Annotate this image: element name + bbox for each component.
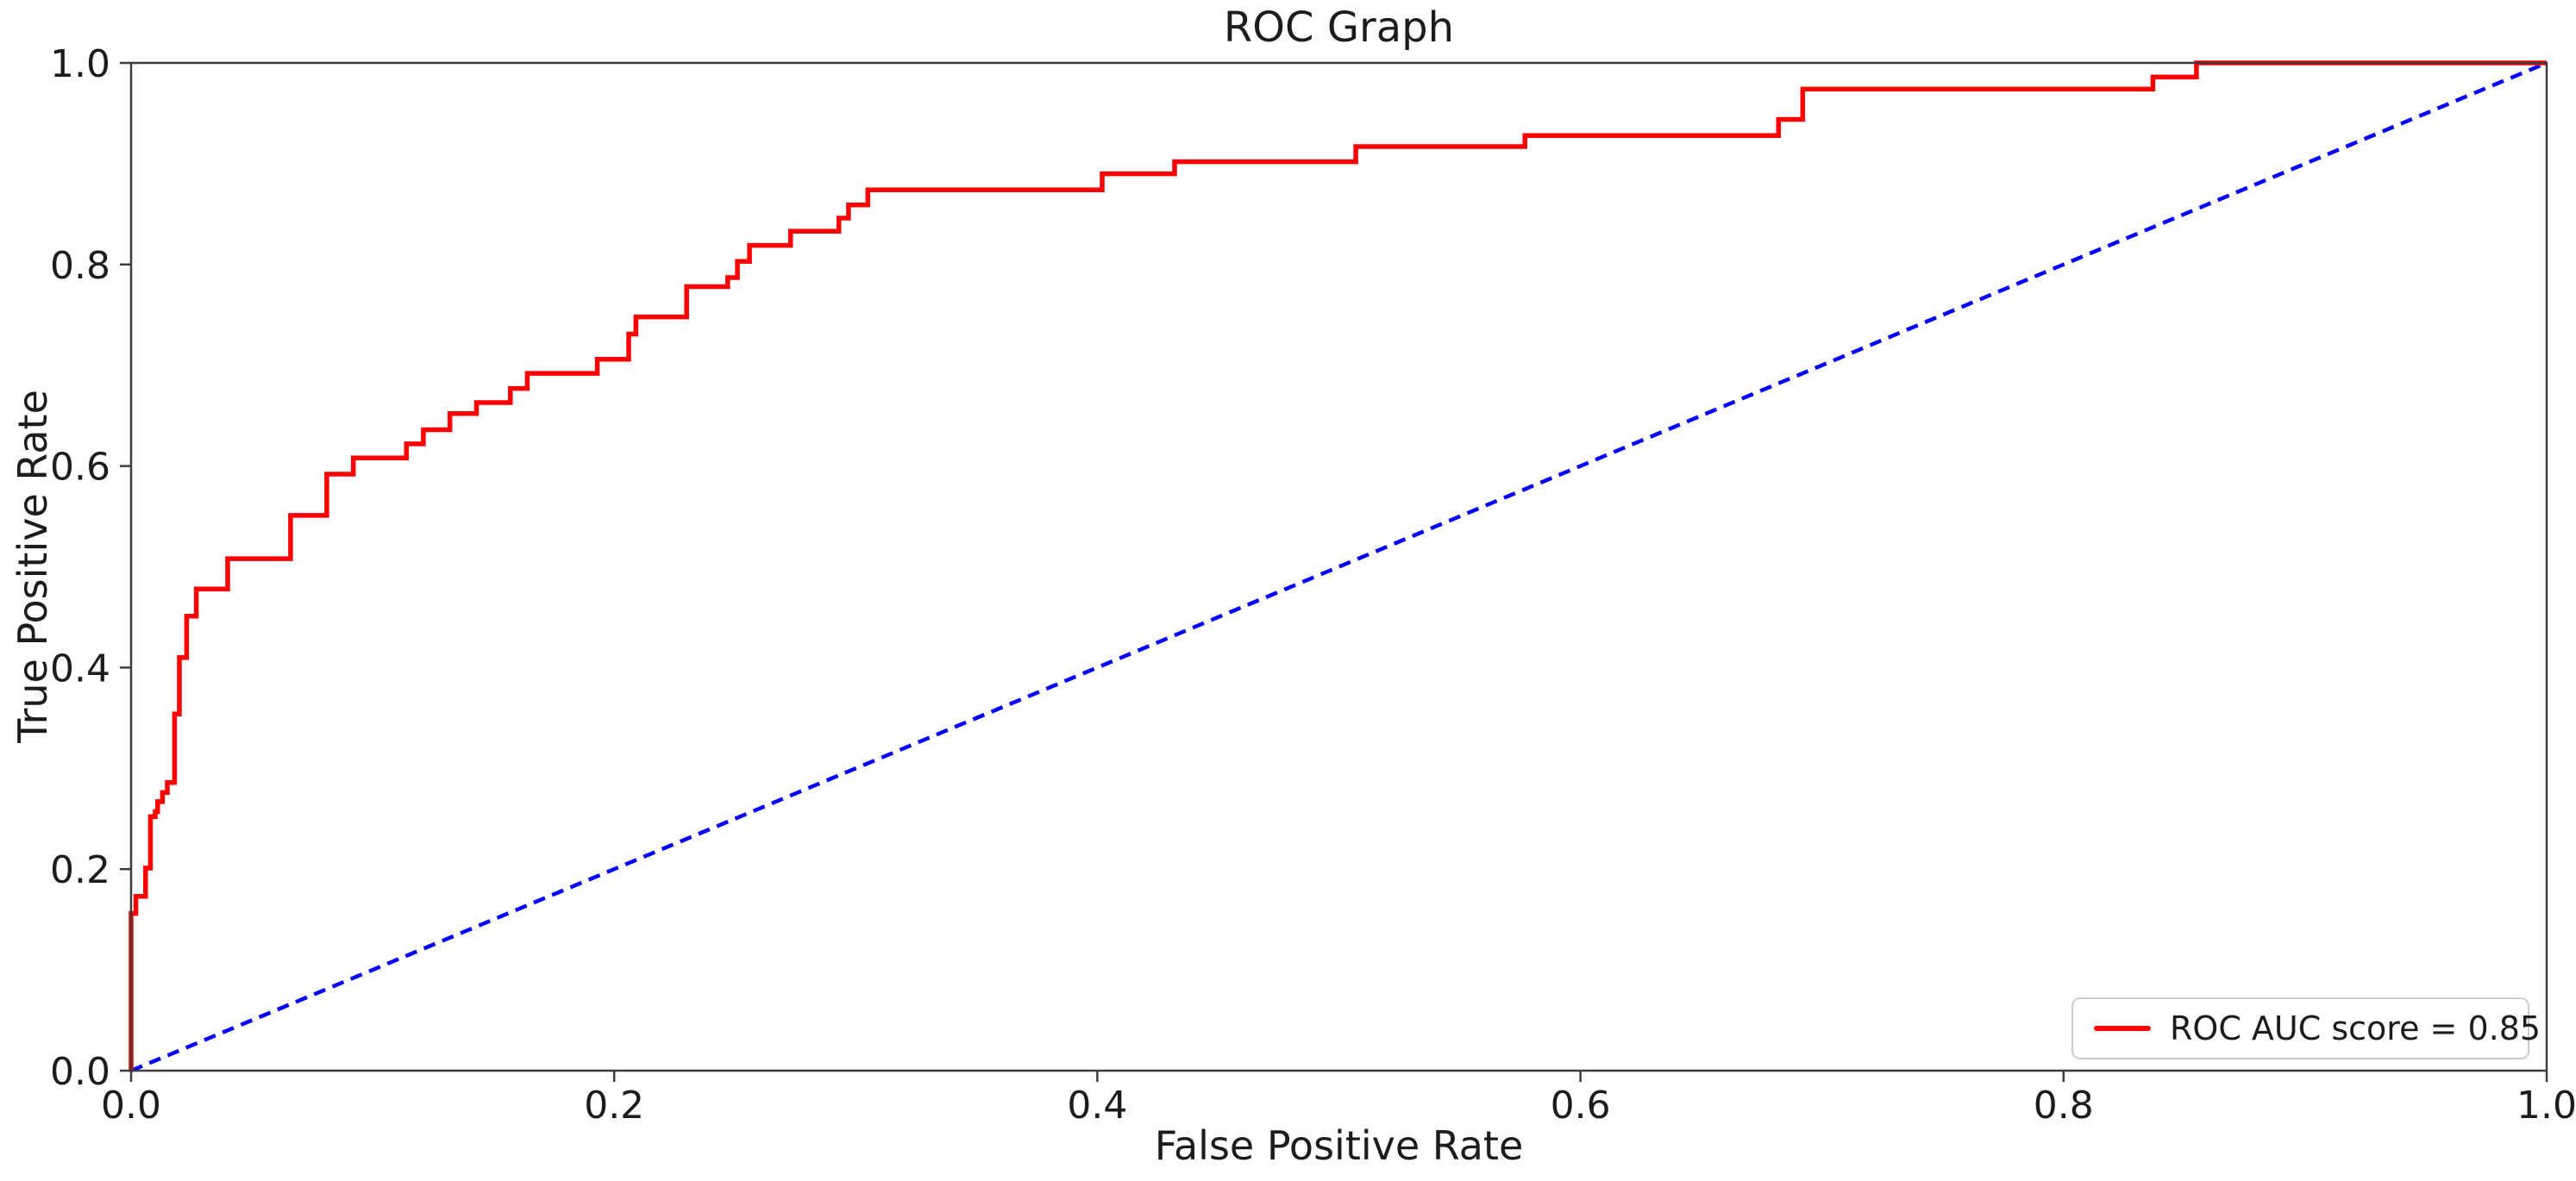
y-tick-label: 0.8 xyxy=(50,244,110,288)
y-tick-label: 0.0 xyxy=(50,1050,110,1094)
legend-label: ROC AUC score = 0.85 xyxy=(2170,1009,2542,1047)
plot-spines xyxy=(129,61,2548,1072)
plot-svg: 0.0 0.2 0.4 0.6 0.8 1.0 0.0 0.2 0.4 0.6 0.8 1.0 xyxy=(50,42,2576,1128)
x-tick-label: 0.6 xyxy=(1551,1084,1611,1128)
y-tick-label: 0.2 xyxy=(50,848,110,892)
roc-curve-line xyxy=(128,60,2547,1071)
x-axis-label: False Positive Rate xyxy=(1154,1122,1524,1169)
chance-diagonal-line xyxy=(130,60,2548,1073)
chart-title: ROC Graph xyxy=(1223,3,1455,52)
x-tick-label: 1.0 xyxy=(2516,1084,2576,1128)
x-tick-label: 0.0 xyxy=(101,1084,161,1128)
y-tick-label: 0.4 xyxy=(50,647,110,690)
y-tick-label: 1.0 xyxy=(50,42,110,86)
y-tick-label: 0.6 xyxy=(50,446,110,490)
x-tick-label: 0.4 xyxy=(1067,1084,1127,1128)
legend-line-sample-icon xyxy=(2094,1026,2151,1031)
x-tick-label: 0.8 xyxy=(2034,1084,2094,1128)
legend-box: ROC AUC score = 0.85 xyxy=(2071,997,2541,1059)
x-tick-label: 0.2 xyxy=(584,1084,644,1128)
y-axis-label: True Positive Rate xyxy=(9,390,56,743)
